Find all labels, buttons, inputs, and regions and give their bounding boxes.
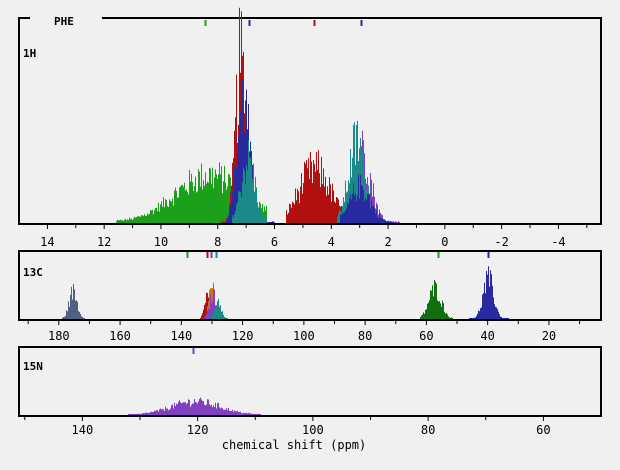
panel-label: 1H	[23, 47, 36, 60]
x-tick-label: -2	[494, 235, 508, 249]
panel-label: 15N	[23, 360, 43, 373]
chart-title: PHE	[54, 15, 74, 28]
panel-frame	[18, 250, 602, 321]
x-tick-label: 4	[328, 235, 335, 249]
panel-frame	[18, 346, 602, 417]
x-tick-label: 120	[232, 329, 254, 343]
x-tick-label: 14	[40, 235, 54, 249]
x-tick-label: 140	[171, 329, 193, 343]
spectrum-bars	[116, 7, 400, 223]
panel-1h: 14 12 10 8 6 4 2 0 -2 -4 1H	[18, 7, 602, 249]
panel-15n: 140 120 100 80 60 15N	[18, 346, 602, 437]
x-tick-label: 20	[542, 329, 556, 343]
x-tick-label: 100	[293, 329, 315, 343]
spectrum-bars	[128, 397, 261, 415]
x-tick-label: 60	[419, 329, 433, 343]
x-tick-label: 0	[441, 235, 448, 249]
x-tick-label: 160	[109, 329, 131, 343]
x-tick-label: 6	[271, 235, 278, 249]
x-tick-label: 12	[97, 235, 111, 249]
x-tick-label: -4	[551, 235, 565, 249]
spectrum-bars	[62, 266, 509, 319]
x-tick-label: 100	[302, 423, 324, 437]
title-gap	[30, 14, 102, 22]
x-tick-label: 10	[154, 235, 168, 249]
x-tick-label: 80	[358, 329, 372, 343]
x-tick-label: 40	[480, 329, 494, 343]
x-tick-label: 120	[187, 423, 209, 437]
x-tick-label: 60	[536, 423, 550, 437]
x-tick-label: 80	[421, 423, 435, 437]
x-axis-label: chemical shift (ppm)	[222, 438, 367, 452]
x-tick-label: 180	[48, 329, 70, 343]
panel-13c: 180 160 140 120 100 80 60 40 20 13C	[18, 250, 602, 343]
x-tick-label: 8	[214, 235, 221, 249]
x-tick-label: 140	[72, 423, 94, 437]
panel-label: 13C	[23, 266, 43, 279]
x-tick-label: 2	[384, 235, 391, 249]
